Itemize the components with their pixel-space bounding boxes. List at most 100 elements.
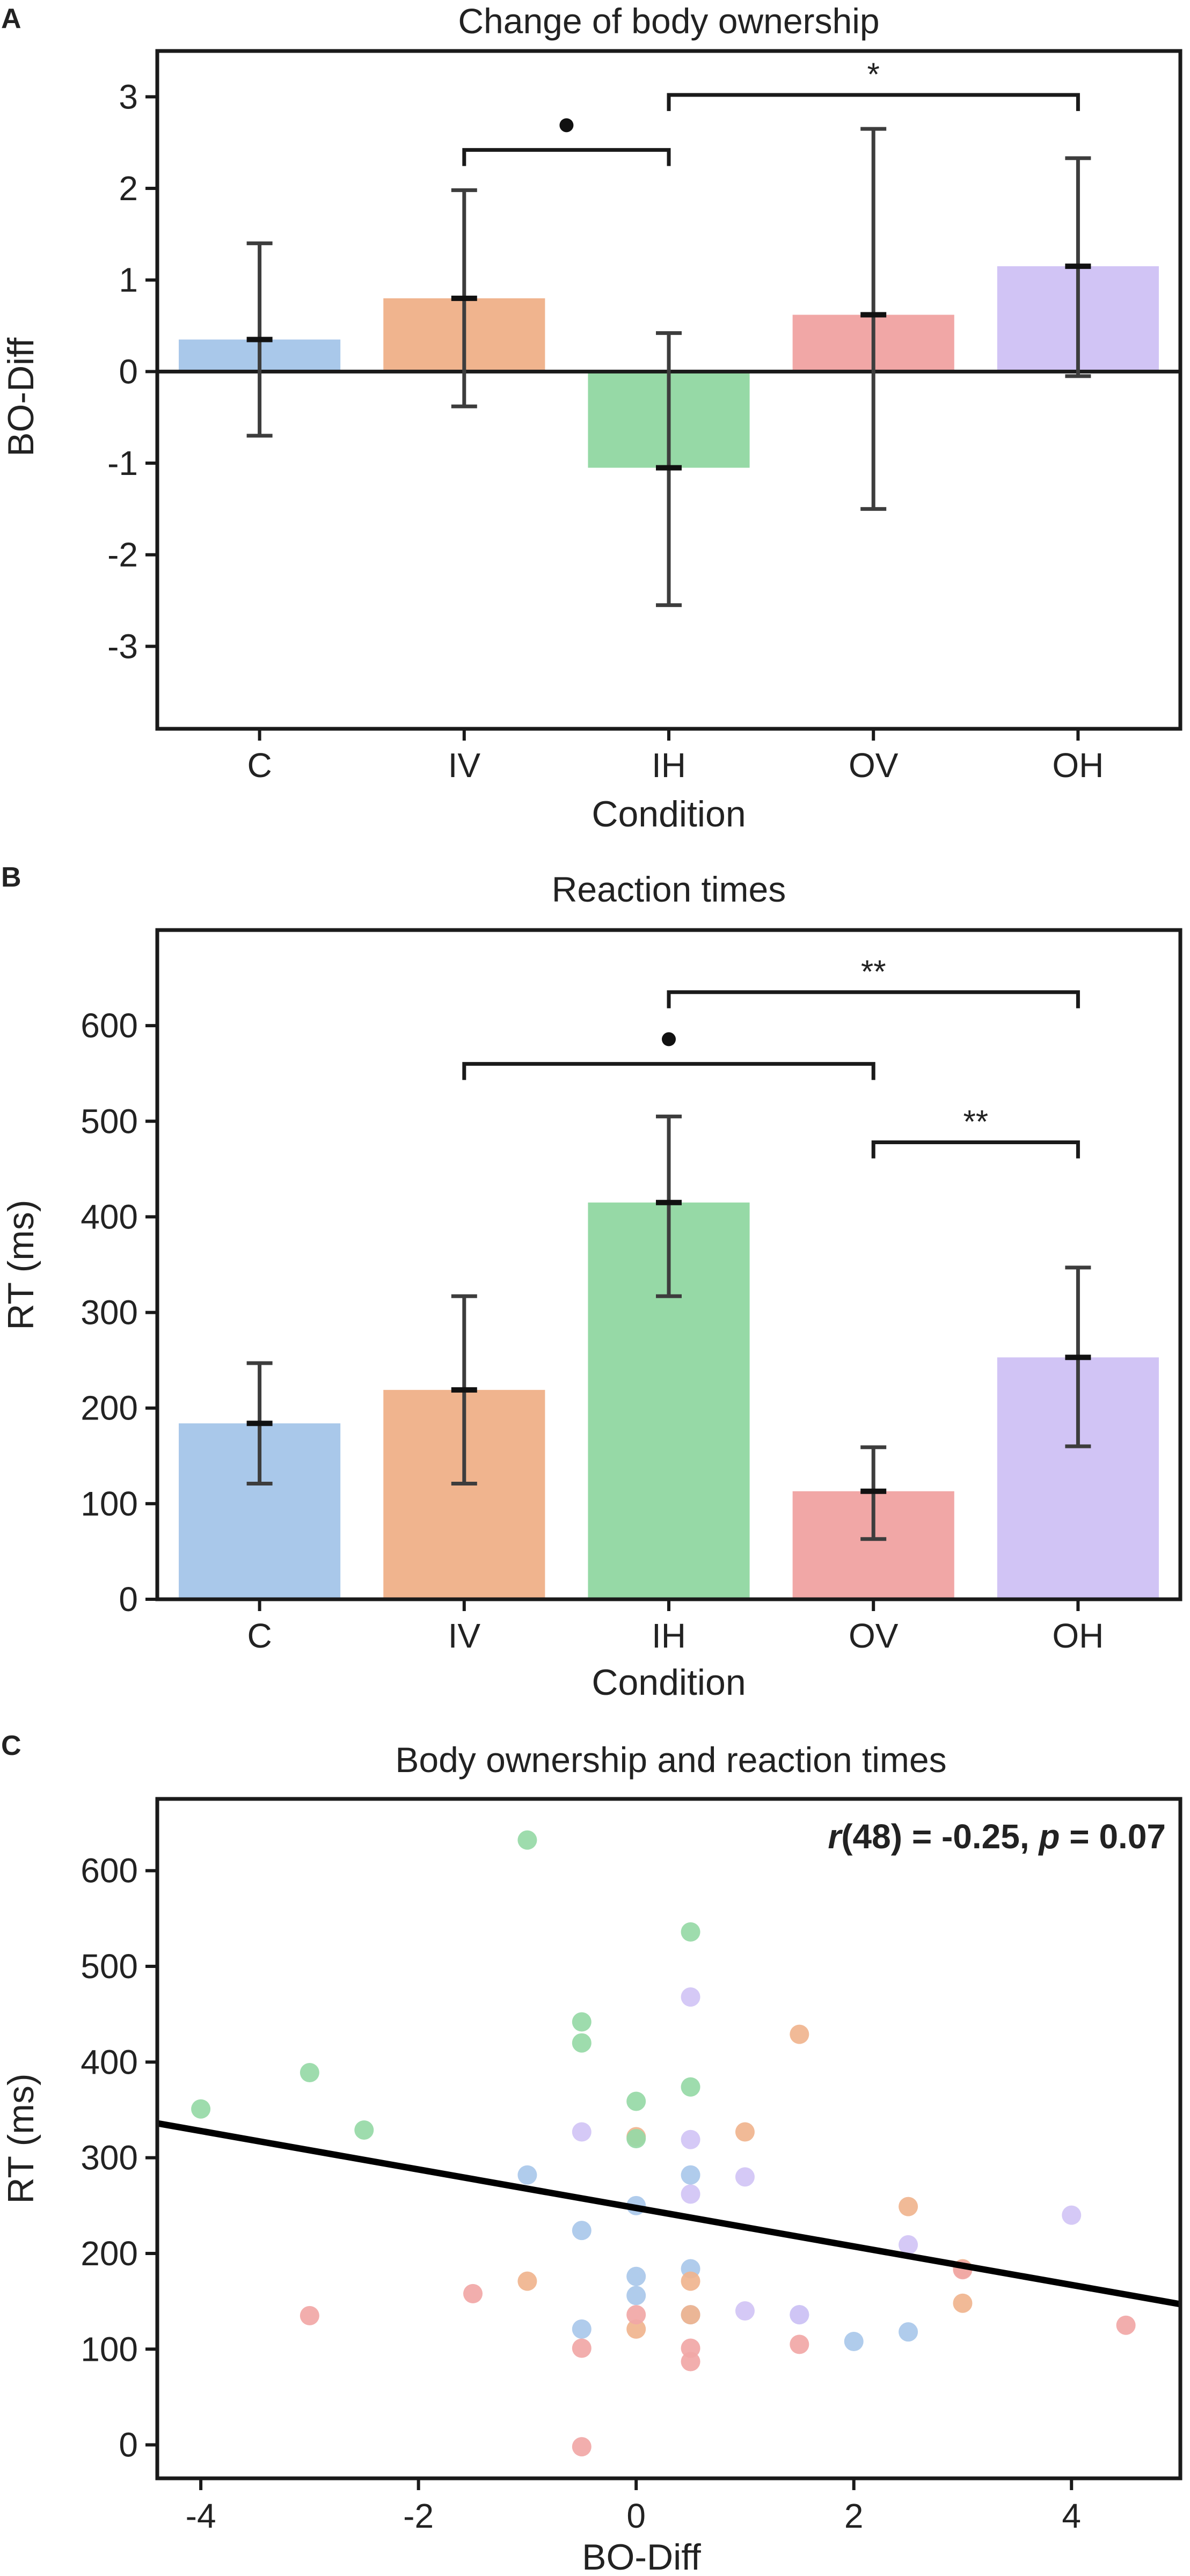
panel-c-scatter-chart: C Body ownership and reaction times 0 100… <box>1 1730 1182 2576</box>
x-tick-label-ih: IH <box>652 746 686 785</box>
significance-bracket-3: ** <box>871 1103 1080 1159</box>
plot-frame <box>155 1797 1182 2480</box>
error-bar-ih <box>656 1114 682 1298</box>
panel-b-bar-chart: B Reaction times ** ** 0 100 200 300 400 500 600… <box>1 862 1182 1703</box>
point-ih <box>300 2062 319 2082</box>
point-ih <box>626 2129 646 2148</box>
significance-dot <box>662 1032 676 1046</box>
y-tick-label: -2 <box>107 536 138 574</box>
panel-b-y-axis-label: RT (ms) <box>1 1199 41 1330</box>
x-tick-label-c: C <box>247 746 272 785</box>
point-iv <box>681 2271 700 2291</box>
point-ov <box>463 2284 483 2303</box>
error-bar-iv <box>451 1294 477 1485</box>
y-tick-label: 600 <box>81 1006 138 1045</box>
error-bar-oh <box>1065 1265 1091 1448</box>
point-c <box>572 2221 592 2241</box>
point-ov <box>572 2338 592 2358</box>
significance-label: ** <box>861 954 886 990</box>
p-symbol: p <box>1038 1817 1060 1856</box>
point-oh <box>790 2305 809 2325</box>
x-tick-label: 4 <box>1062 2497 1081 2535</box>
panel-a-bar-chart: A Change of body ownership * 3 2 1 0 -1 -2 -3 C I… <box>1 1 1182 835</box>
x-tick-label: -2 <box>403 2497 434 2535</box>
y-tick-label: 100 <box>81 1484 138 1523</box>
panel-a-x-axis-label: Condition <box>592 794 746 835</box>
point-ov <box>681 2352 700 2372</box>
panel-b-plot-area: ** ** 0 100 200 300 400 500 600 C IV IH OV OH <box>81 928 1182 1655</box>
significance-bracket-1: ** <box>667 954 1080 1008</box>
y-tick-label: 300 <box>81 2139 138 2177</box>
point-ov <box>1116 2315 1136 2335</box>
point-ih <box>354 2120 374 2140</box>
point-ih <box>572 2033 592 2053</box>
panel-b-title: Reaction times <box>552 869 786 909</box>
x-tick-label: 0 <box>626 2497 646 2535</box>
y-tick-label: 600 <box>81 1851 138 1890</box>
point-c <box>572 2319 592 2339</box>
point-oh <box>735 2167 755 2187</box>
point-ih <box>191 2099 211 2119</box>
x-tick-label-iv: IV <box>448 746 481 785</box>
y-tick-label: 200 <box>81 1389 138 1428</box>
point-c <box>844 2332 864 2352</box>
point-c <box>899 2322 918 2342</box>
point-ih <box>681 1922 700 1942</box>
x-tick-label-ih: IH <box>652 1616 686 1655</box>
point-ov <box>626 2305 646 2325</box>
point-ov <box>300 2306 319 2325</box>
y-tick-label: 400 <box>81 1197 138 1236</box>
significance-bracket-2 <box>462 1032 875 1080</box>
bracket-line <box>667 93 1080 111</box>
panel-c-plot-area: 0 100 200 300 400 500 600 -4 -2 0 2 4 <box>81 1797 1182 2535</box>
series-ih <box>191 1830 700 2148</box>
point-iv <box>953 2293 973 2313</box>
point-c <box>626 2286 646 2306</box>
bracket-line <box>462 148 671 166</box>
x-tick-label-iv: IV <box>448 1616 481 1655</box>
y-tick-label: 400 <box>81 2043 138 2081</box>
point-oh <box>681 1987 700 2007</box>
y-tick-label: 3 <box>119 77 138 116</box>
panel-c-correlation-annotation: r(48) = -0.25, p = 0.07 <box>828 1817 1166 1856</box>
significance-dot <box>559 118 574 133</box>
y-tick-label: 300 <box>81 1293 138 1332</box>
point-ov <box>572 2437 592 2457</box>
panel-a-letter: A <box>1 3 21 34</box>
panel-c-title: Body ownership and reaction times <box>395 1740 946 1780</box>
x-tick-label: -4 <box>186 2497 216 2535</box>
y-tick-label: 1 <box>119 261 138 299</box>
panel-c-y-axis-label: RT (ms) <box>1 2073 41 2204</box>
error-bar-oh <box>1065 156 1091 378</box>
x-tick-label-ov: OV <box>849 1616 899 1655</box>
y-tick-label: 500 <box>81 1102 138 1140</box>
point-ov <box>681 2338 700 2358</box>
y-tick-label: 2 <box>119 169 138 208</box>
x-tick-label-oh: OH <box>1052 746 1104 785</box>
panel-a-title: Change of body ownership <box>458 1 879 41</box>
error-bar-ov <box>860 1445 887 1541</box>
y-tick-label: -3 <box>107 627 138 665</box>
point-ov <box>790 2334 809 2354</box>
error-bar-ih <box>656 331 682 608</box>
series-c <box>517 2165 918 2352</box>
point-c <box>517 2165 537 2185</box>
point-iv <box>626 2319 646 2339</box>
r-value: (48) = -0.25, <box>841 1817 1039 1856</box>
point-oh <box>735 2301 755 2321</box>
point-c <box>626 2266 646 2286</box>
bracket-line <box>871 1140 1080 1159</box>
panel-b-x-axis-label: Condition <box>592 1662 746 1703</box>
y-tick-label: 0 <box>119 2426 138 2464</box>
significance-label: * <box>867 56 880 92</box>
x-tick-label-oh: OH <box>1052 1616 1104 1655</box>
y-tick-label: 0 <box>119 352 138 391</box>
point-oh <box>899 2235 918 2255</box>
error-bar-iv <box>451 188 477 408</box>
panel-c-x-axis-label: BO-Diff <box>582 2537 701 2576</box>
y-tick-label: 500 <box>81 1947 138 1986</box>
x-tick-label-ov: OV <box>849 746 899 785</box>
significance-bracket-2: * <box>667 56 1080 111</box>
point-iv <box>681 2305 700 2325</box>
